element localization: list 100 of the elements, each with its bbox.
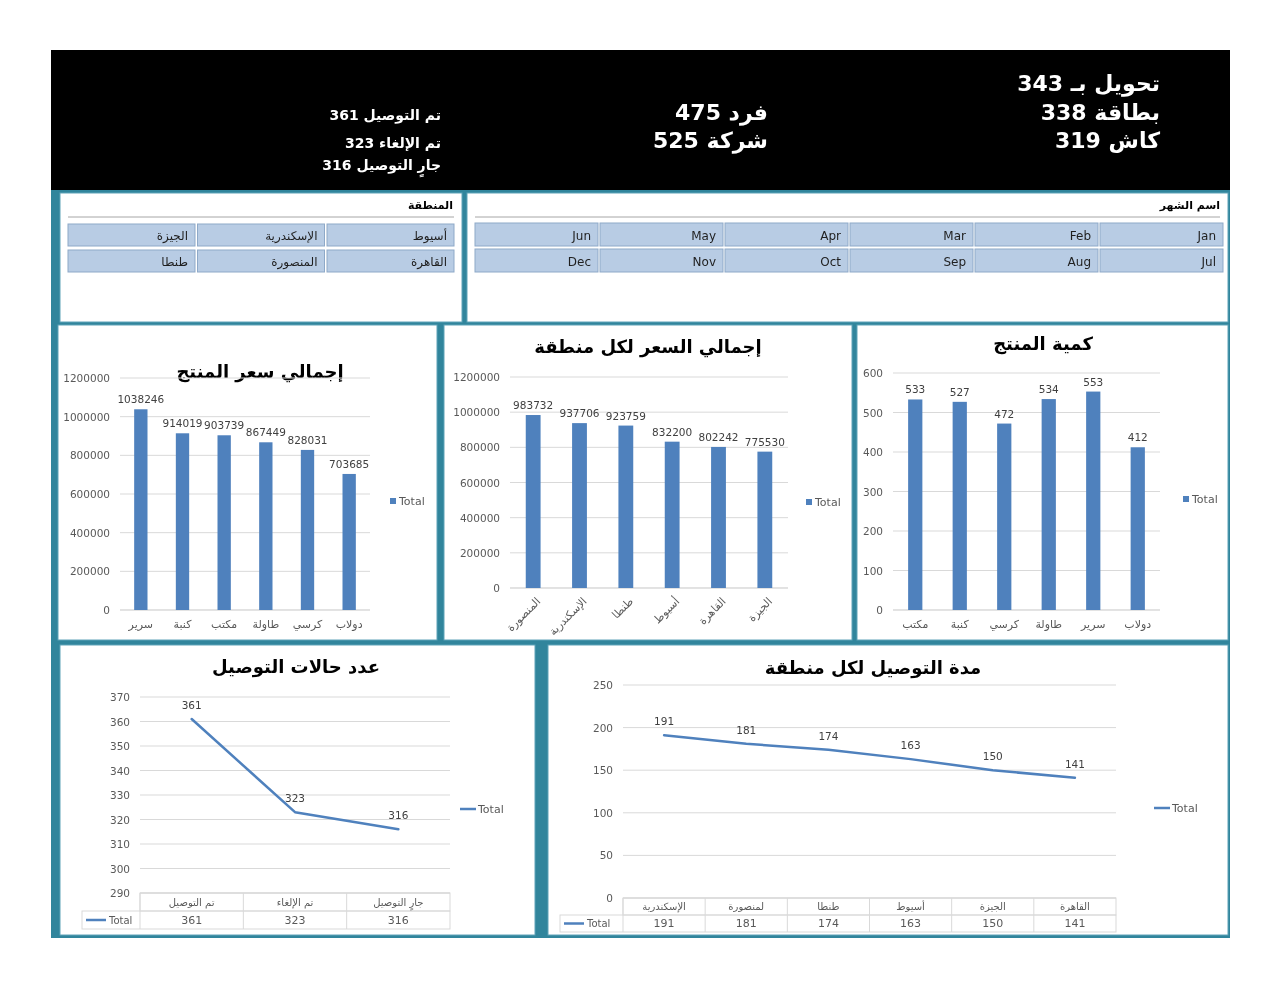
text: فرد 475: [675, 100, 768, 126]
x-tick-label: دولاب: [335, 618, 363, 631]
data-label: 703685: [329, 457, 370, 470]
chart-title: إجمالي السعر لكل منطقة: [534, 336, 762, 358]
bar: [711, 446, 726, 588]
data-label: 163: [900, 917, 922, 930]
data-label: 775530: [744, 435, 785, 448]
bar: [757, 451, 773, 588]
text: تم الإلغاء 323: [344, 135, 441, 152]
y-tick-label: 1200000: [453, 371, 500, 383]
data-label: 527: [949, 385, 970, 398]
text: Oct: [820, 255, 842, 269]
data-label: 1038246: [117, 393, 165, 406]
bar: [217, 435, 231, 610]
text: Sep: [943, 255, 966, 269]
bar: [525, 415, 541, 588]
bar: [175, 433, 190, 610]
legend-label: Total: [814, 496, 841, 509]
text: أسيوط: [412, 228, 447, 244]
y-tick-label: 290: [109, 887, 130, 899]
y-tick-label: 330: [109, 789, 130, 801]
data-label: 361: [181, 914, 203, 927]
y-tick-label: 300: [862, 485, 883, 498]
bar: [952, 401, 967, 610]
text: Apr: [820, 229, 842, 243]
x-tick-label: لمنصورة: [728, 901, 765, 912]
legend-label: Total: [398, 495, 425, 508]
x-tick-label: أسيوط: [650, 594, 683, 627]
x-tick-label: مكتب: [211, 618, 238, 631]
text: تحويل بـ 343: [1017, 71, 1160, 97]
bar: [572, 423, 587, 588]
legend-label: Total: [1171, 802, 1198, 815]
y-tick-label: 0: [606, 892, 613, 904]
data-label: 802242: [698, 430, 739, 443]
y-tick-label: 310: [109, 838, 130, 850]
text: Total: [587, 918, 611, 929]
x-tick-label: أسيوط: [896, 900, 926, 912]
y-tick-label: 350: [109, 740, 130, 752]
y-tick-label: 600: [862, 367, 883, 379]
data-label: 983732: [513, 399, 554, 412]
text: شركة 525: [652, 128, 768, 154]
annotation: 174: [818, 729, 839, 742]
y-tick-label: 1000000: [63, 410, 110, 423]
data-label: 181: [735, 917, 757, 930]
bar: [908, 399, 923, 610]
data-label: 150: [982, 917, 1004, 930]
x-tick-label: الإسكندرية: [546, 594, 590, 639]
y-tick-label: 200: [592, 721, 613, 734]
x-tick-label: الجيزة: [745, 594, 775, 625]
text: Jan: [1196, 229, 1216, 243]
text: Jun: [571, 229, 591, 243]
text: Mar: [943, 229, 967, 243]
data-label: 937706: [559, 407, 600, 420]
y-tick-label: 150: [592, 764, 613, 777]
x-tick-label: كنبة: [173, 618, 193, 631]
text: Aug: [1067, 255, 1091, 269]
text: المنصورة: [271, 255, 318, 270]
x-tick-label: كنبة: [950, 618, 970, 631]
data-label: 534: [1038, 383, 1060, 396]
data-label: 472: [994, 407, 1015, 420]
annotation: 150: [982, 750, 1003, 763]
x-tick-label: دولاب: [1124, 618, 1152, 631]
text: الإسكندرية: [265, 229, 318, 244]
y-tick-label: 360: [109, 715, 130, 728]
data-label: 141: [1064, 917, 1086, 930]
y-tick-label: 340: [109, 764, 130, 777]
y-tick-label: 200000: [69, 565, 110, 578]
x-tick-label: طنطا: [609, 594, 637, 622]
y-tick-label: 320: [109, 813, 130, 826]
text: تم التوصيل 361: [329, 107, 441, 124]
bar: [300, 449, 315, 610]
y-tick-label: 400000: [69, 526, 110, 539]
y-tick-label: 400: [862, 446, 883, 458]
bar: [664, 441, 680, 588]
y-tick-label: 600000: [459, 476, 500, 489]
data-label: 533: [905, 383, 926, 396]
y-tick-label: 200000: [459, 546, 500, 559]
text: طنطا: [161, 255, 188, 269]
data-label: 412: [1127, 431, 1148, 444]
text: القاهرة: [411, 255, 447, 270]
y-tick-label: 250: [592, 679, 613, 691]
data-label: 553: [1083, 375, 1104, 388]
text: جارٍ التوصيل 316: [322, 157, 441, 178]
data-label: 832200: [652, 425, 693, 438]
text: اسم الشهر: [1158, 199, 1220, 212]
bar: [259, 442, 273, 610]
x-tick-label: تم التوصيل: [168, 897, 215, 909]
x-tick-label: القاهرة: [1059, 901, 1090, 912]
bar: [1041, 399, 1056, 610]
bar: [1130, 447, 1145, 610]
text: Feb: [1069, 229, 1091, 243]
y-tick-label: 100: [862, 564, 883, 577]
data-label: 914019: [162, 417, 203, 430]
annotation: 181: [736, 723, 757, 736]
text: كاش 319: [1054, 128, 1161, 153]
annotation: 141: [1064, 757, 1085, 770]
annotation: 191: [654, 715, 675, 728]
y-tick-label: 500: [862, 406, 883, 419]
text: Jul: [1200, 255, 1216, 269]
x-tick-label: سرير: [127, 618, 154, 631]
